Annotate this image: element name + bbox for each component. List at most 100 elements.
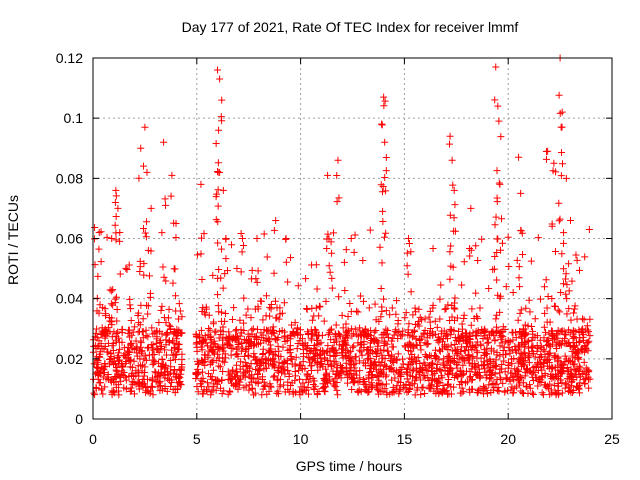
roti-point <box>115 387 123 395</box>
roti-point <box>512 348 520 356</box>
roti-point <box>128 344 136 352</box>
roti-point <box>96 379 104 387</box>
roti-point <box>331 330 339 338</box>
roti-point <box>251 305 259 313</box>
roti-point <box>342 367 350 375</box>
roti-point <box>388 343 396 351</box>
roti-point <box>342 246 350 254</box>
roti-point <box>375 380 383 388</box>
roti-point <box>97 331 105 339</box>
y-tick-label: 0.08 <box>56 170 83 186</box>
roti-point <box>522 369 530 377</box>
roti-point <box>217 274 225 282</box>
roti-point <box>99 390 107 398</box>
roti-point <box>525 296 533 304</box>
roti-point <box>143 168 151 176</box>
roti-point <box>386 365 394 373</box>
roti-point <box>542 276 550 284</box>
roti-point <box>303 305 311 313</box>
roti-point <box>514 343 522 351</box>
roti-point <box>575 385 583 393</box>
roti-point <box>274 342 282 350</box>
roti-point <box>373 386 381 394</box>
roti-point <box>107 300 115 308</box>
roti-point <box>325 329 333 337</box>
roti-point <box>491 221 499 229</box>
roti-point <box>116 270 124 278</box>
roti-point <box>388 357 396 365</box>
roti-point <box>110 354 118 362</box>
roti-point <box>460 311 468 319</box>
roti-point <box>148 324 156 332</box>
roti-point <box>223 340 231 348</box>
roti-point <box>219 323 227 331</box>
roti-point <box>228 316 236 324</box>
roti-point <box>493 198 501 206</box>
roti-point <box>262 292 270 300</box>
roti-point <box>376 243 384 251</box>
roti-point <box>198 339 206 347</box>
roti-point <box>126 356 134 364</box>
roti-point <box>388 376 396 384</box>
roti-point <box>509 329 517 337</box>
roti-point <box>327 336 335 344</box>
roti-point <box>555 199 563 207</box>
roti-point <box>572 251 580 259</box>
roti-point <box>356 357 364 365</box>
roti-point <box>424 330 432 338</box>
roti-point <box>551 353 559 361</box>
roti-point <box>142 233 150 241</box>
roti-point <box>172 307 180 315</box>
roti-point <box>575 326 583 334</box>
roti-point <box>241 358 249 366</box>
roti-point <box>214 291 222 299</box>
roti-point <box>121 350 129 358</box>
roti-point <box>528 347 536 355</box>
roti-point <box>91 391 99 399</box>
roti-point <box>550 159 558 167</box>
roti-point <box>410 366 418 374</box>
roti-point <box>565 287 573 295</box>
roti-point <box>378 121 386 129</box>
roti-point <box>197 250 205 258</box>
roti-point <box>146 389 154 397</box>
roti-point <box>410 380 418 388</box>
roti-point <box>421 339 429 347</box>
roti-point <box>208 346 216 354</box>
roti-point <box>161 195 169 203</box>
roti-point <box>158 302 166 310</box>
roti-point <box>198 308 206 316</box>
roti-point <box>408 367 416 375</box>
roti-point <box>576 334 584 342</box>
roti-point <box>497 375 505 383</box>
roti-point <box>565 305 573 313</box>
roti-point <box>561 352 569 360</box>
roti-point <box>493 311 501 319</box>
roti-point <box>328 325 335 333</box>
roti-point <box>504 359 512 367</box>
roti-point <box>344 312 352 320</box>
roti-point <box>411 304 419 312</box>
roti-point <box>380 341 388 349</box>
roti-point <box>568 277 576 285</box>
roti-point <box>125 326 133 334</box>
roti-point <box>132 337 140 345</box>
roti-point <box>378 188 386 196</box>
roti-point <box>360 359 368 367</box>
roti-point <box>299 340 307 348</box>
roti-point <box>459 361 467 369</box>
roti-point <box>538 372 546 380</box>
roti-point <box>492 323 500 331</box>
roti-point <box>204 379 212 387</box>
roti-point <box>565 260 573 268</box>
roti-point <box>307 326 315 334</box>
roti-point <box>449 181 457 189</box>
roti-point <box>197 326 205 334</box>
roti-point <box>167 192 175 200</box>
roti-point <box>122 264 130 272</box>
roti-point <box>411 376 419 384</box>
roti-point <box>226 387 234 395</box>
roti-point <box>319 363 327 371</box>
x-tick-label: 0 <box>89 431 97 447</box>
roti-point <box>539 391 547 399</box>
